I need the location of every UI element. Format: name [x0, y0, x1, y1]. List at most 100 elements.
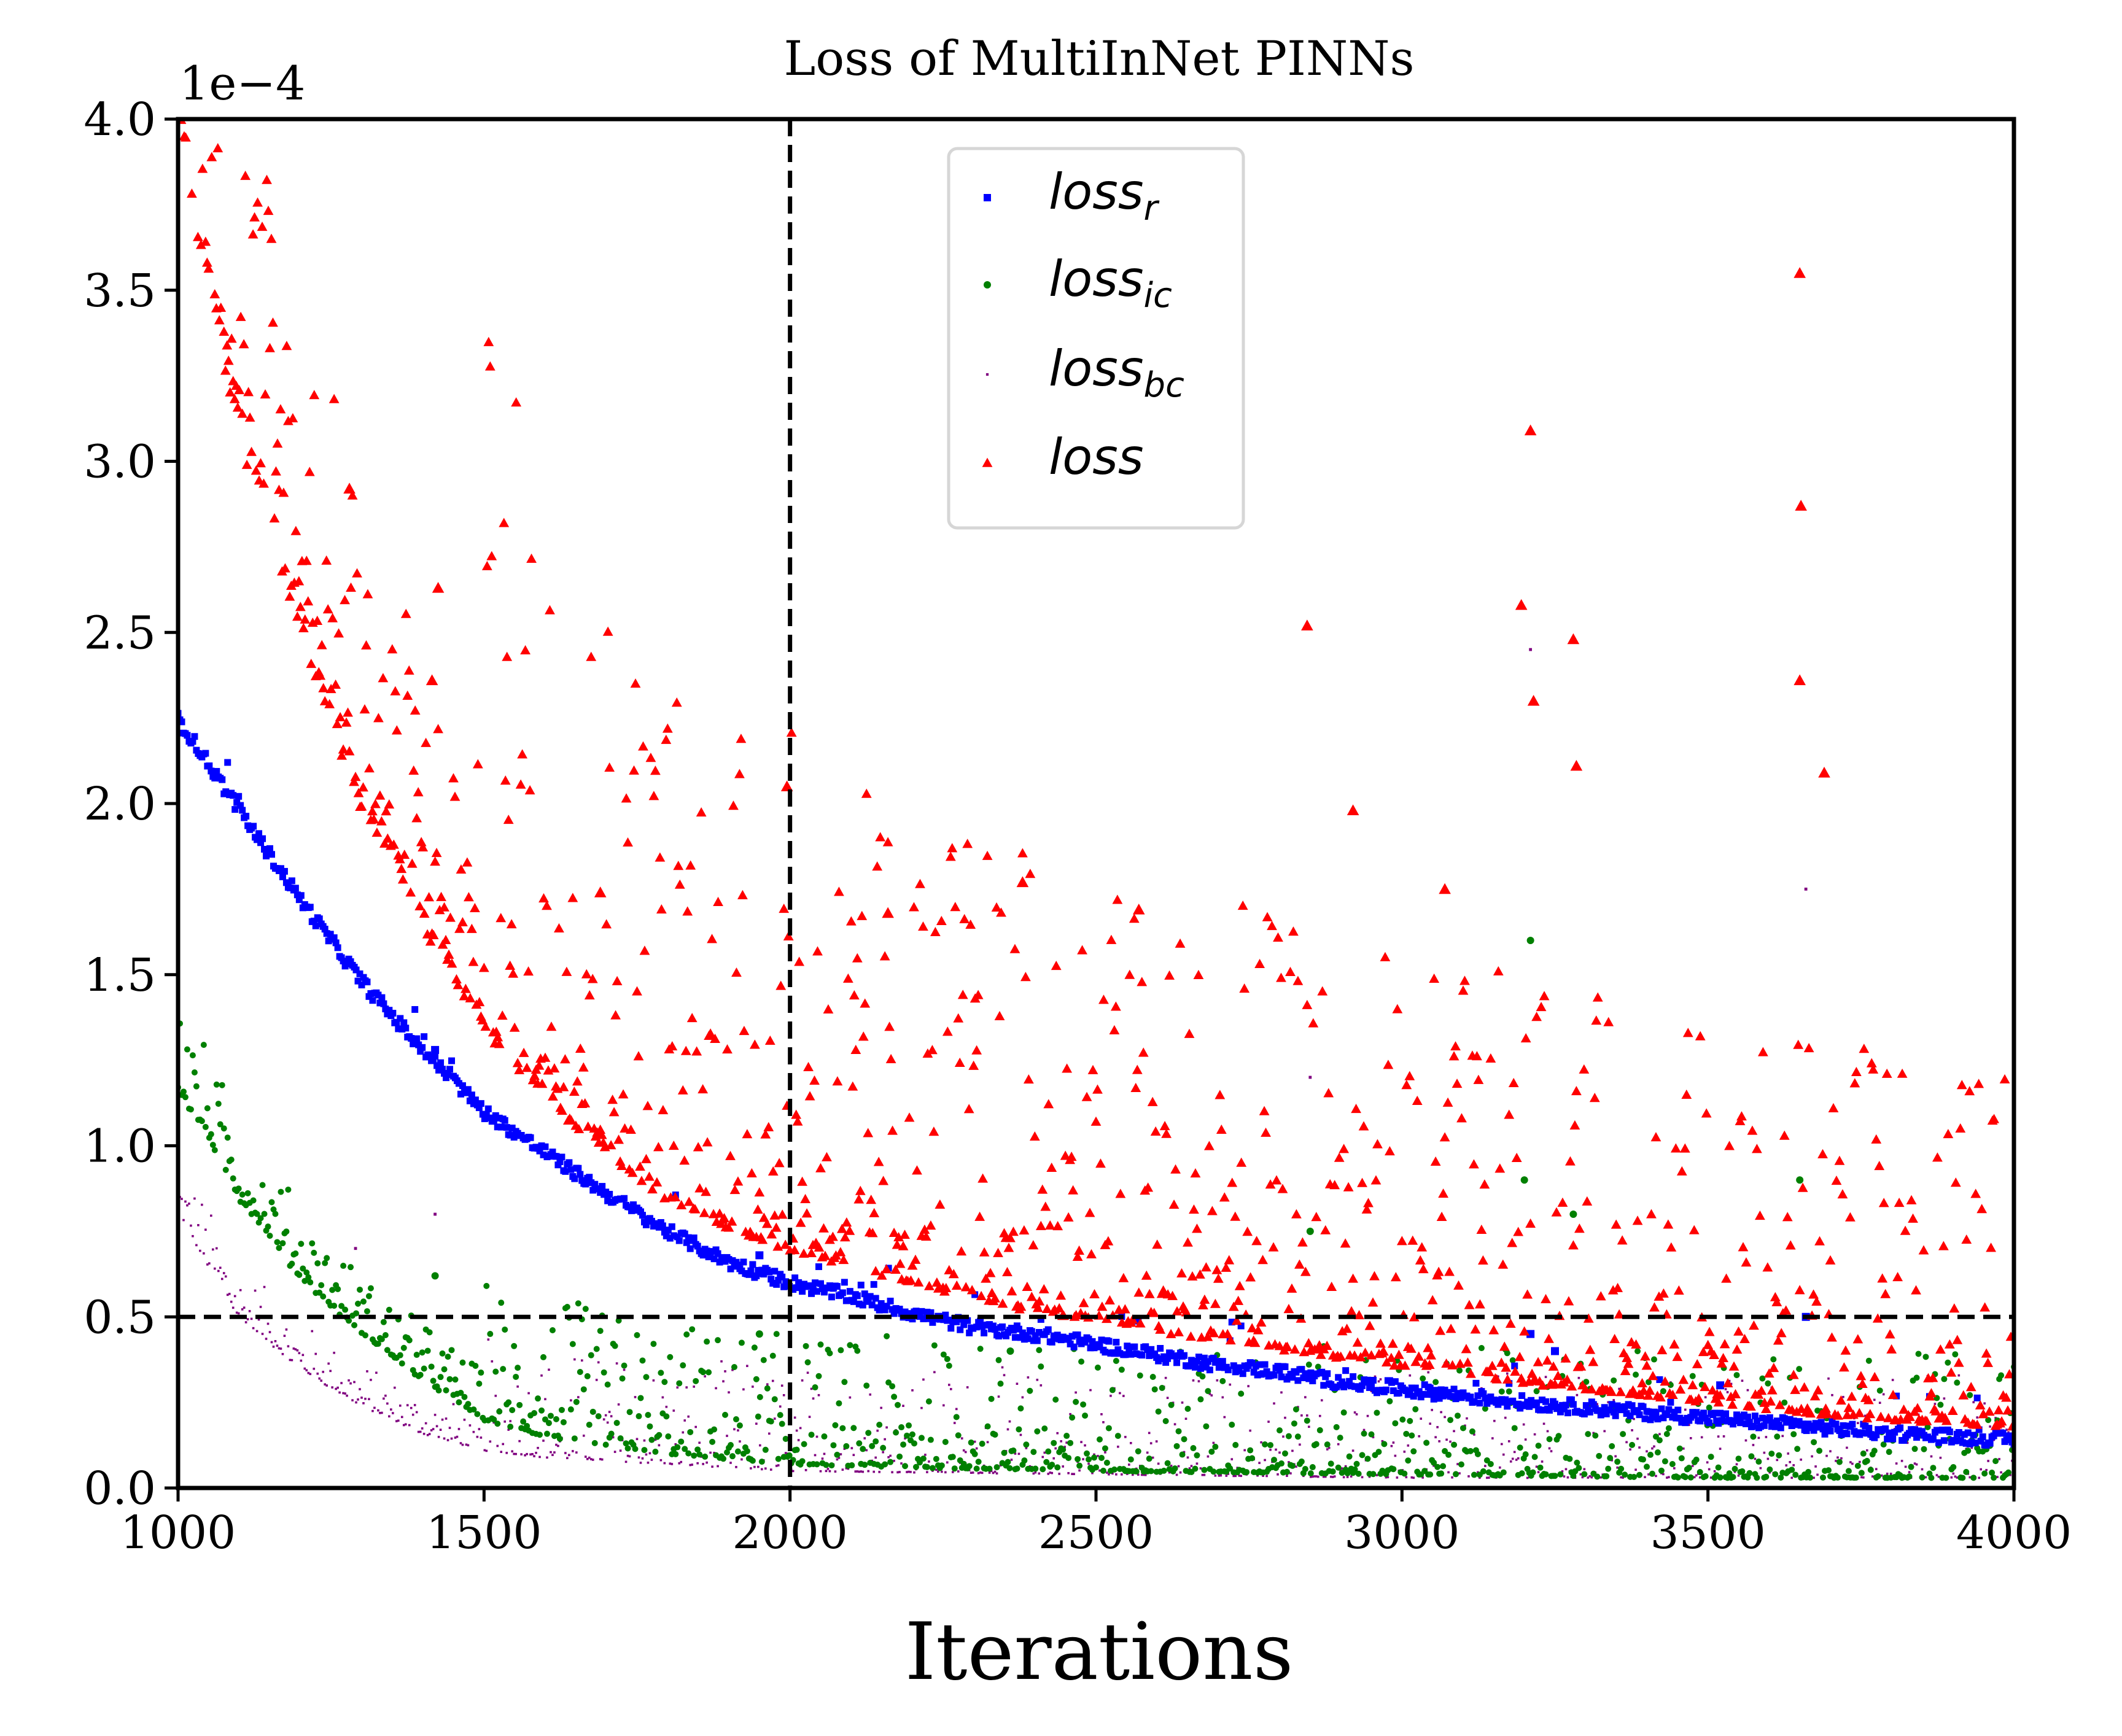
data-point: [703, 1247, 710, 1255]
data-point: [610, 1010, 621, 1020]
data-point: [873, 1470, 876, 1473]
data-point: [1335, 1464, 1342, 1471]
data-point: [573, 1358, 576, 1361]
data-point: [313, 1367, 316, 1370]
data-point: [1865, 1425, 1873, 1432]
data-point: [1858, 1429, 1865, 1436]
data-point: [869, 1207, 880, 1217]
data-point: [749, 1261, 756, 1268]
data-point: [226, 333, 237, 343]
data-point: [546, 1456, 548, 1459]
data-point: [1267, 1442, 1274, 1449]
data-point: [277, 865, 284, 872]
data-point: [1087, 1462, 1090, 1465]
data-point: [1773, 1417, 1781, 1425]
data-point: [1654, 1416, 1661, 1423]
data-point: [647, 1461, 650, 1464]
data-point: [1954, 1475, 1957, 1478]
data-point: [1947, 1405, 1958, 1415]
data-point: [1880, 1441, 1887, 1448]
data-point: [1271, 1457, 1278, 1463]
data-point: [1634, 1468, 1637, 1471]
data-point: [1603, 1473, 1610, 1479]
data-point: [1493, 966, 1504, 975]
data-point: [642, 1221, 650, 1228]
data-point: [1438, 1470, 1445, 1477]
data-point: [1233, 1295, 1244, 1305]
data-point: [656, 1432, 663, 1438]
data-point: [944, 1471, 947, 1474]
data-point: [338, 744, 349, 754]
data-point: [1221, 1396, 1224, 1399]
data-point: [1017, 1334, 1024, 1341]
data-point: [643, 1439, 646, 1442]
data-point: [1799, 1382, 1810, 1392]
data-point: [1906, 1195, 1917, 1204]
data-point: [771, 1222, 782, 1232]
data-point: [1991, 1474, 1997, 1481]
data-point: [184, 1200, 187, 1203]
data-point: [248, 1310, 251, 1312]
data-point: [1871, 1447, 1878, 1454]
data-point: [986, 1465, 993, 1472]
data-point: [764, 1035, 775, 1045]
data-point: [1461, 1344, 1472, 1354]
data-point: [1574, 1459, 1580, 1466]
data-point: [1927, 1373, 1938, 1382]
data-point: [220, 1125, 227, 1132]
data-point: [1924, 1424, 1931, 1430]
data-point: [237, 1312, 240, 1315]
data-point: [1102, 1349, 1109, 1356]
data-point: [676, 1386, 679, 1389]
data-point: [204, 1105, 211, 1112]
data-point: [1904, 1465, 1907, 1468]
data-point: [1569, 1120, 1580, 1130]
data-point: [1412, 1095, 1423, 1105]
data-point: [400, 1019, 408, 1026]
data-point: [931, 1277, 942, 1287]
data-point: [287, 413, 298, 422]
data-point: [722, 1380, 725, 1383]
data-point: [637, 1395, 644, 1401]
data-point: [398, 1360, 405, 1367]
data-point: [1055, 1290, 1067, 1300]
data-point: [235, 792, 243, 800]
data-point: [1300, 1374, 1307, 1381]
data-point: [1278, 1460, 1284, 1467]
data-point: [1366, 1414, 1369, 1417]
data-point: [1566, 1455, 1573, 1462]
data-point: [1173, 1327, 1184, 1336]
data-point: [977, 1472, 980, 1474]
data-point: [1741, 1379, 1744, 1382]
data-point: [417, 1371, 424, 1378]
data-point: [1662, 1473, 1665, 1476]
data-point: [863, 1382, 870, 1389]
data-point: [363, 1308, 370, 1315]
data-point: [1735, 1455, 1742, 1462]
data-point: [1645, 1408, 1652, 1416]
data-point: [1892, 1272, 1903, 1282]
data-point: [847, 1081, 858, 1091]
data-point: [1051, 1440, 1057, 1446]
data-point: [619, 1449, 622, 1452]
data-point: [303, 596, 314, 606]
data-point: [714, 1250, 721, 1257]
data-point: [780, 1384, 783, 1387]
data-point: [1929, 1435, 1937, 1443]
data-point: [491, 1360, 494, 1363]
data-point: [1299, 1443, 1301, 1446]
data-point: [1836, 1427, 1843, 1435]
data-point: [347, 490, 358, 500]
data-point: [1808, 1422, 1816, 1430]
data-point: [222, 788, 230, 796]
data-point: [1581, 1471, 1588, 1478]
data-point: [1202, 1331, 1213, 1341]
data-point: [2005, 1428, 2008, 1431]
data-point: [1437, 1386, 1445, 1393]
data-point: [1326, 1448, 1329, 1451]
data-point: [1552, 1400, 1558, 1408]
data-point: [1431, 1409, 1433, 1411]
data-point: [995, 1357, 1002, 1363]
data-point: [413, 1352, 420, 1358]
data-point: [1511, 1362, 1518, 1370]
